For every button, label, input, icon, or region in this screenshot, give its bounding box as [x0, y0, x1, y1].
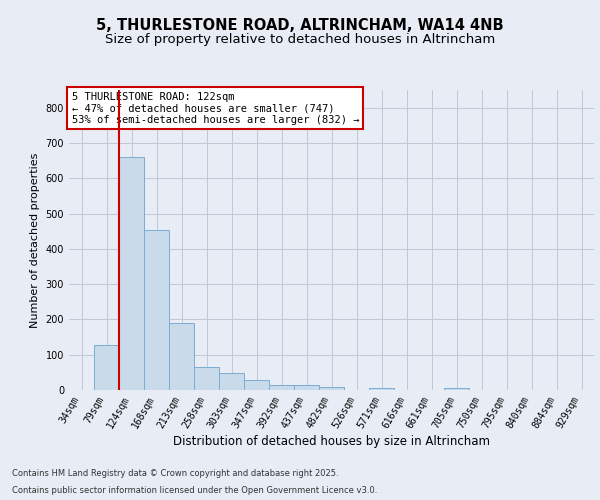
Text: 5 THURLESTONE ROAD: 122sqm
← 47% of detached houses are smaller (747)
53% of sem: 5 THURLESTONE ROAD: 122sqm ← 47% of deta…: [71, 92, 359, 124]
Bar: [94, 345, 119, 390]
Bar: [319, 387, 344, 390]
Bar: [244, 380, 269, 390]
Bar: [144, 230, 169, 390]
Text: Contains HM Land Registry data © Crown copyright and database right 2025.: Contains HM Land Registry data © Crown c…: [12, 468, 338, 477]
Bar: [194, 367, 219, 390]
Bar: [219, 374, 244, 390]
Bar: [119, 157, 144, 390]
Bar: [294, 384, 319, 390]
Bar: [269, 386, 294, 390]
Text: 5, THURLESTONE ROAD, ALTRINCHAM, WA14 4NB: 5, THURLESTONE ROAD, ALTRINCHAM, WA14 4N…: [96, 18, 504, 32]
Bar: [169, 323, 194, 390]
Text: Contains public sector information licensed under the Open Government Licence v3: Contains public sector information licen…: [12, 486, 377, 495]
X-axis label: Distribution of detached houses by size in Altrincham: Distribution of detached houses by size …: [173, 434, 490, 448]
Y-axis label: Number of detached properties: Number of detached properties: [30, 152, 40, 328]
Text: Size of property relative to detached houses in Altrincham: Size of property relative to detached ho…: [105, 32, 495, 46]
Bar: [444, 388, 469, 390]
Bar: [369, 388, 394, 390]
